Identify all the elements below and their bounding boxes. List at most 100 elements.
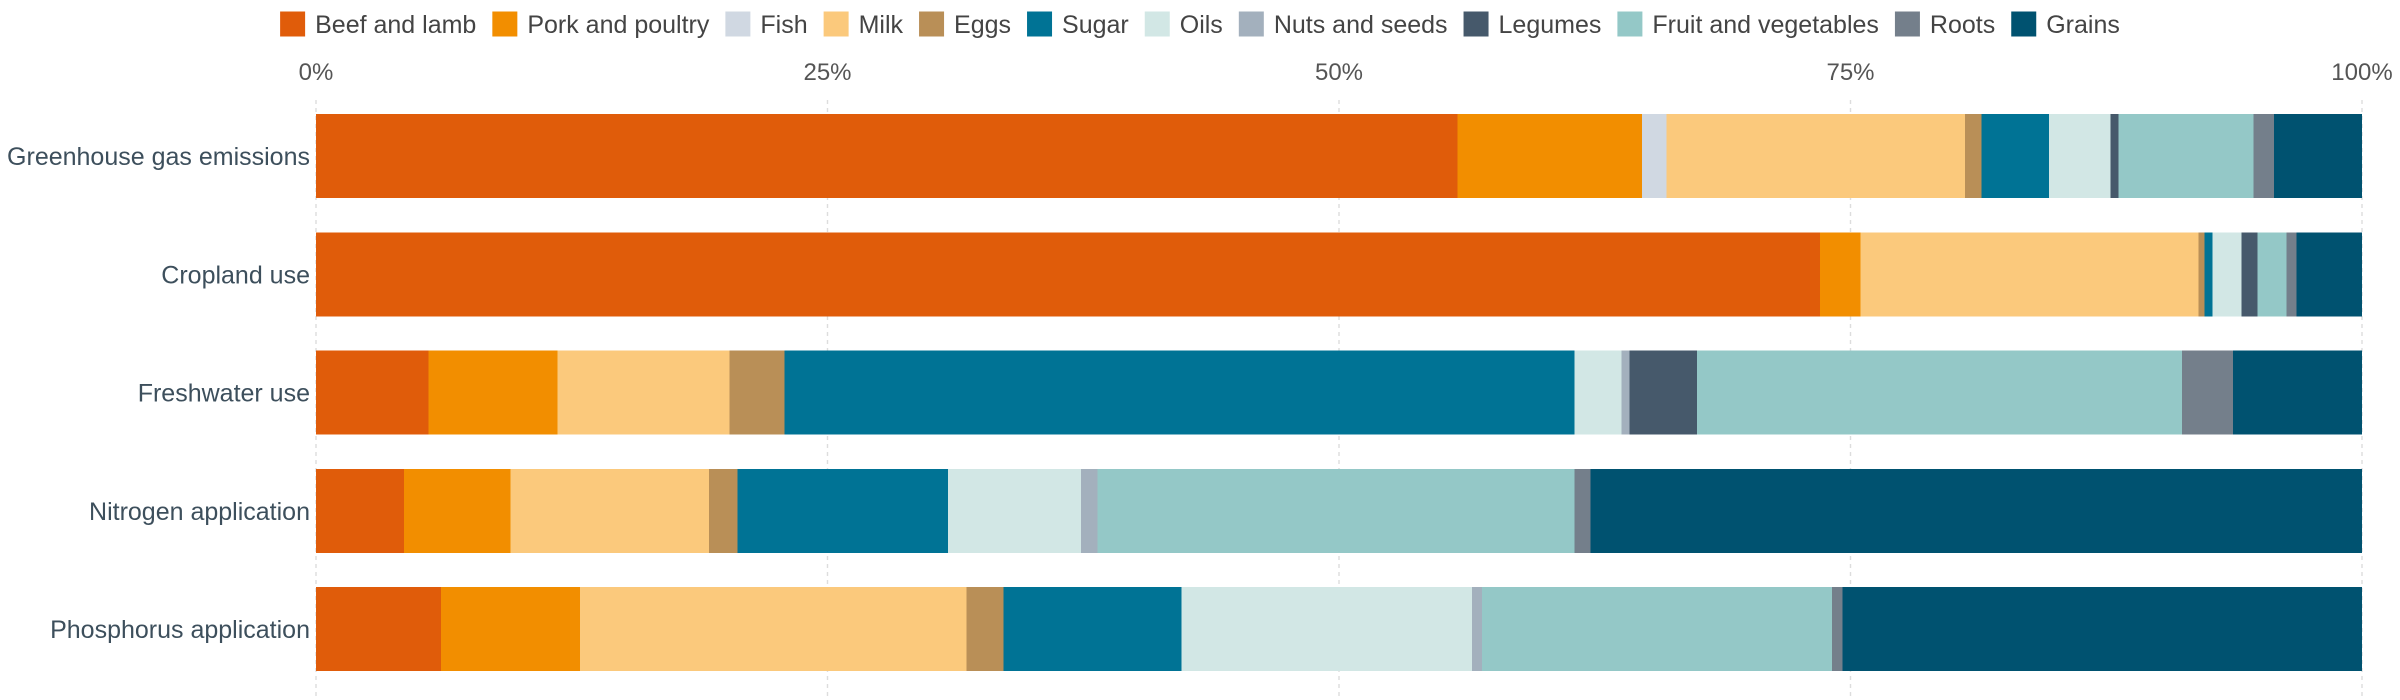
legend-label-pork-and-poultry: Pork and poultry — [527, 11, 710, 39]
bar-segment-phosphorus-application-roots[interactable] — [1832, 587, 1843, 672]
bar-segment-phosphorus-application-fruit-and-vegetables[interactable] — [1482, 587, 1833, 672]
legend-item-sugar[interactable]: Sugar — [1027, 11, 1129, 39]
category-labels: Greenhouse gas emissions Cropland use Fres… — [7, 143, 310, 644]
bar-row-greenhouse-gas-emissions — [316, 114, 2362, 198]
legend-swatch-beef-and-lamb — [280, 11, 306, 37]
bar-segment-greenhouse-gas-emissions-milk[interactable] — [1666, 114, 1966, 198]
legend-item-milk[interactable]: Milk — [823, 11, 904, 39]
bar-segment-greenhouse-gas-emissions-sugar[interactable] — [1981, 114, 2049, 198]
legend-item-nuts-and-seeds[interactable]: Nuts and seeds — [1238, 11, 1448, 39]
bar-segment-freshwater-use-sugar[interactable] — [784, 350, 1575, 435]
bar-segment-nitrogen-application-nuts-and-seeds[interactable] — [1081, 468, 1098, 553]
bar-segment-greenhouse-gas-emissions-oils[interactable] — [2048, 114, 2111, 198]
legend-label-nuts-and-seeds: Nuts and seeds — [1274, 11, 1448, 39]
bar-segment-greenhouse-gas-emissions-beef-and-lamb[interactable] — [316, 114, 1458, 198]
bar-segment-greenhouse-gas-emissions-eggs[interactable] — [1965, 114, 1982, 198]
legend-swatch-eggs — [919, 11, 945, 37]
legend-label-beef-and-lamb: Beef and lamb — [315, 11, 476, 39]
legend-label-eggs: Eggs — [954, 11, 1011, 39]
bar-segment-cropland-use-milk[interactable] — [1860, 232, 2199, 317]
legend-label-fruit-and-vegetables: Fruit and vegetables — [1652, 11, 1879, 39]
bar-segment-nitrogen-application-roots[interactable] — [1574, 468, 1591, 553]
legend-item-pork-and-poultry[interactable]: Pork and poultry — [492, 11, 710, 39]
bar-row-nitrogen-application — [316, 468, 2362, 553]
bar-segment-freshwater-use-nuts-and-seeds[interactable] — [1621, 350, 1630, 435]
bar-segment-cropland-use-legumes[interactable] — [2241, 232, 2258, 317]
legend-swatch-pork-and-poultry — [492, 11, 518, 37]
legend-label-milk: Milk — [859, 11, 904, 39]
legend-item-roots[interactable]: Roots — [1894, 11, 1995, 39]
x-tick-label-100: 100% — [2331, 59, 2392, 86]
bar-segment-freshwater-use-milk[interactable] — [557, 350, 730, 435]
bar-segment-nitrogen-application-sugar[interactable] — [737, 468, 949, 553]
bar-segment-freshwater-use-fruit-and-vegetables[interactable] — [1697, 350, 2182, 435]
bar-segment-greenhouse-gas-emissions-grains[interactable] — [2274, 114, 2362, 198]
bar-segment-freshwater-use-beef-and-lamb[interactable] — [316, 350, 429, 435]
legend-item-fish[interactable]: Fish — [725, 11, 808, 39]
legend-swatch-fruit-and-vegetables — [1617, 11, 1643, 37]
bar-segment-nitrogen-application-fruit-and-vegetables[interactable] — [1097, 468, 1575, 553]
bar-row-cropland-use — [316, 232, 2362, 317]
bar-segment-greenhouse-gas-emissions-fish[interactable] — [1641, 114, 1667, 198]
bar-segment-freshwater-use-pork-and-poultry[interactable] — [428, 350, 558, 435]
chart-legend: Beef and lamb Pork and poultry Fish Milk Egg… — [280, 11, 2120, 39]
bar-segment-phosphorus-application-eggs[interactable] — [966, 587, 1004, 672]
bar-segment-cropland-use-pork-and-poultry[interactable] — [1819, 232, 1861, 317]
bar-segment-freshwater-use-grains[interactable] — [2233, 350, 2362, 435]
bar-segment-freshwater-use-oils[interactable] — [1574, 350, 1622, 435]
bar-segment-phosphorus-application-oils[interactable] — [1181, 587, 1472, 672]
x-axis-ticks: 0% 25% 50% 75% 100% — [299, 59, 2393, 86]
bar-segment-cropland-use-beef-and-lamb[interactable] — [316, 232, 1820, 317]
bar-segment-freshwater-use-roots[interactable] — [2181, 350, 2234, 435]
bar-segment-nitrogen-application-oils[interactable] — [948, 468, 1082, 553]
bar-segment-greenhouse-gas-emissions-pork-and-poultry[interactable] — [1457, 114, 1642, 198]
bar-segment-greenhouse-gas-emissions-legumes[interactable] — [2110, 114, 2119, 198]
bar-segment-phosphorus-application-pork-and-poultry[interactable] — [440, 587, 580, 672]
bar-segment-cropland-use-oils[interactable] — [2212, 232, 2242, 317]
bar-segment-cropland-use-eggs[interactable] — [2198, 232, 2205, 317]
legend-swatch-sugar — [1027, 11, 1053, 37]
category-label-freshwater-use: Freshwater use — [138, 380, 310, 408]
bar-segment-greenhouse-gas-emissions-fruit-and-vegetables[interactable] — [2118, 114, 2254, 198]
legend-label-oils: Oils — [1180, 11, 1223, 39]
category-label-nitrogen-application: Nitrogen application — [89, 498, 310, 526]
legend-item-beef-and-lamb[interactable]: Beef and lamb — [280, 11, 476, 39]
x-tick-label-25: 25% — [803, 59, 851, 86]
bar-row-freshwater-use — [316, 350, 2362, 435]
bar-segment-freshwater-use-legumes[interactable] — [1629, 350, 1698, 435]
bar-segment-nitrogen-application-milk[interactable] — [510, 468, 709, 553]
bar-segment-phosphorus-application-sugar[interactable] — [1003, 587, 1182, 672]
bar-segment-cropland-use-fruit-and-vegetables[interactable] — [2257, 232, 2287, 317]
legend-swatch-milk — [823, 11, 849, 37]
category-label-cropland-use: Cropland use — [161, 261, 310, 289]
legend-swatch-grains — [2011, 11, 2037, 37]
category-label-greenhouse-gas-emissions: Greenhouse gas emissions — [7, 143, 310, 171]
legend-label-grains: Grains — [2046, 11, 2120, 39]
legend-swatch-roots — [1894, 11, 1920, 37]
bar-segment-phosphorus-application-nuts-and-seeds[interactable] — [1471, 587, 1483, 672]
x-tick-label-0: 0% — [299, 59, 334, 86]
bar-segment-nitrogen-application-grains[interactable] — [1590, 468, 2362, 553]
bar-segment-nitrogen-application-eggs[interactable] — [708, 468, 738, 553]
bar-segment-freshwater-use-eggs[interactable] — [729, 350, 785, 435]
bar-segment-phosphorus-application-grains[interactable] — [1842, 587, 2362, 672]
legend-item-legumes[interactable]: Legumes — [1463, 11, 1602, 39]
bar-segment-nitrogen-application-beef-and-lamb[interactable] — [316, 468, 404, 553]
legend-item-oils[interactable]: Oils — [1144, 11, 1223, 39]
bar-segment-phosphorus-application-milk[interactable] — [579, 587, 967, 672]
legend-item-eggs[interactable]: Eggs — [919, 11, 1011, 39]
chart-bars — [316, 114, 2362, 672]
legend-item-grains[interactable]: Grains — [2011, 11, 2120, 39]
bar-segment-cropland-use-roots[interactable] — [2286, 232, 2297, 317]
legend-swatch-nuts-and-seeds — [1238, 11, 1264, 37]
bar-segment-cropland-use-grains[interactable] — [2296, 232, 2362, 317]
category-label-phosphorus-application: Phosphorus application — [50, 616, 310, 644]
bar-segment-greenhouse-gas-emissions-roots[interactable] — [2253, 114, 2275, 198]
legend-swatch-legumes — [1463, 11, 1489, 37]
bar-segment-nitrogen-application-pork-and-poultry[interactable] — [403, 468, 511, 553]
bar-segment-cropland-use-sugar[interactable] — [2204, 232, 2213, 317]
bar-segment-phosphorus-application-beef-and-lamb[interactable] — [316, 587, 441, 672]
legend-swatch-fish — [725, 11, 751, 37]
legend-item-fruit-and-vegetables[interactable]: Fruit and vegetables — [1617, 11, 1879, 39]
